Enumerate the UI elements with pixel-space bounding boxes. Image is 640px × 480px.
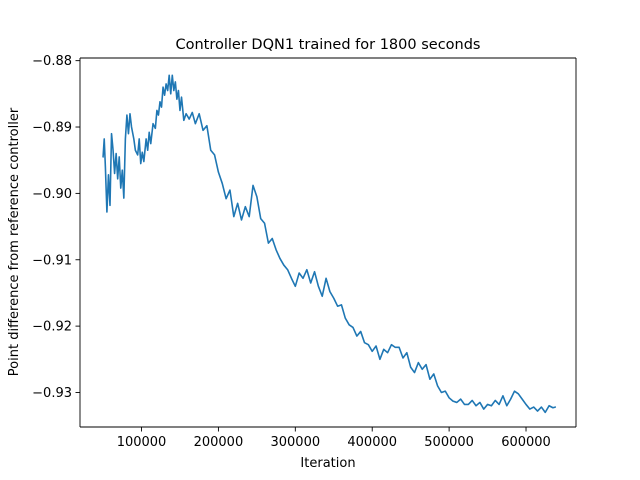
y-tick-label: −0.92 (32, 320, 72, 335)
y-tick-label: −0.88 (32, 54, 72, 69)
plot-area (80, 58, 576, 427)
y-tick-label: −0.89 (32, 121, 72, 136)
x-tick-label: 400000 (347, 435, 397, 450)
series-line-0 (102, 74, 557, 414)
x-tick-label: 500000 (424, 435, 474, 450)
y-tick-label: −0.93 (32, 386, 72, 401)
x-tick-label: 300000 (270, 435, 320, 450)
series-layer (102, 74, 557, 414)
y-axis-label: Point difference from reference controll… (7, 107, 22, 376)
x-tick-label: 600000 (501, 435, 551, 450)
chart-title: Controller DQN1 trained for 1800 seconds (175, 37, 480, 53)
plot-background (80, 58, 576, 427)
y-tick-label: −0.91 (32, 253, 72, 268)
x-tick-label: 200000 (194, 435, 244, 450)
x-tick-label: 100000 (117, 435, 167, 450)
x-axis-label: Iteration (300, 456, 355, 471)
axes: 100000 200000 300000 400000 500000 600000 −0.8… (32, 54, 577, 450)
y-tick-label: −0.90 (32, 187, 72, 202)
